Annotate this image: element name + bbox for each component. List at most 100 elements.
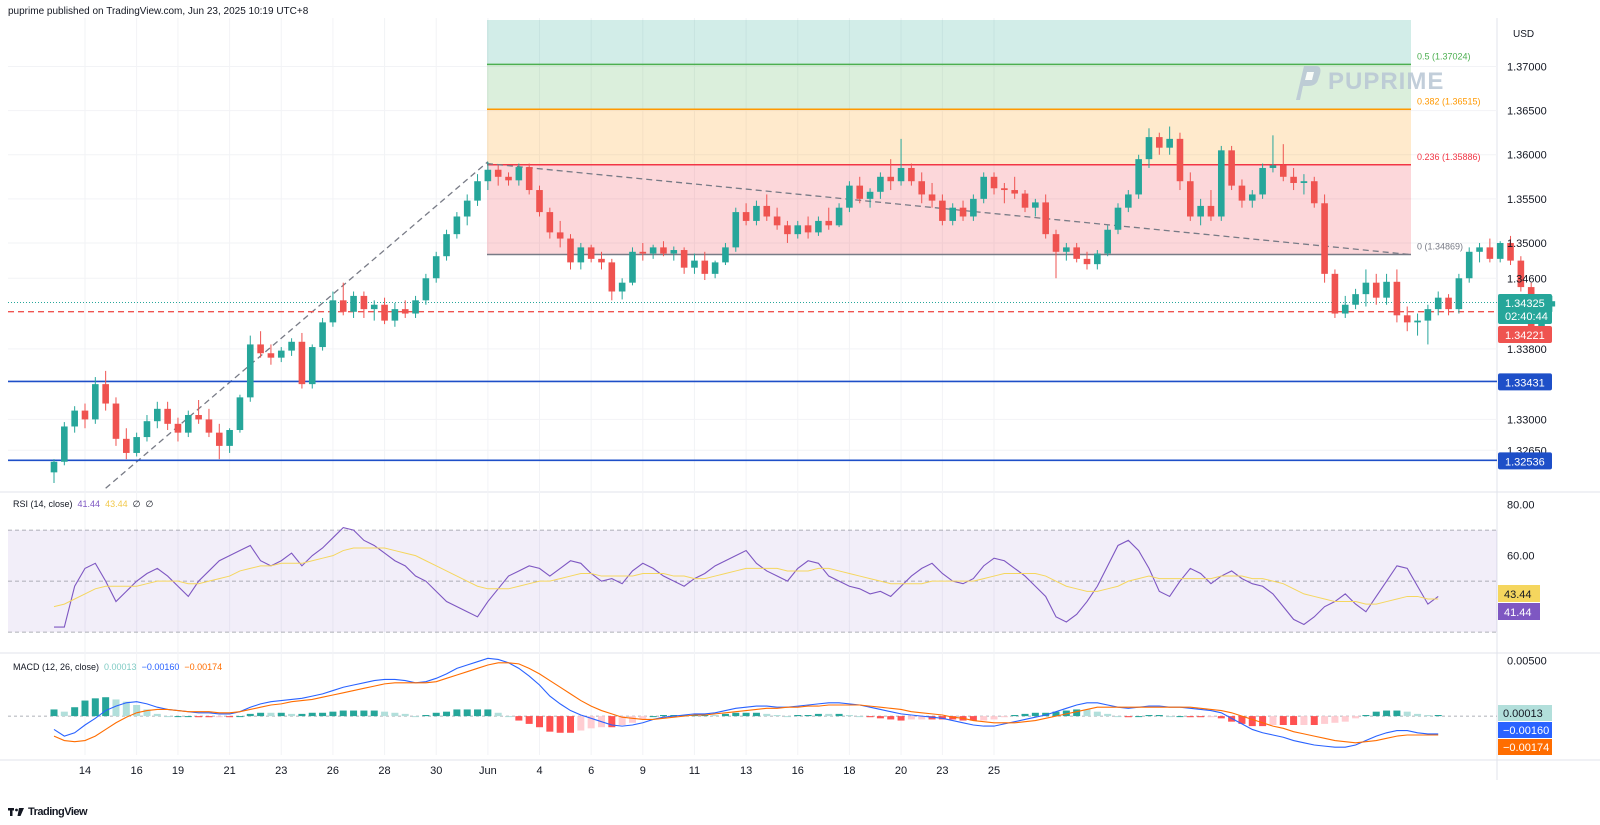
fibonacci-retracement[interactable]: 0 (1.34869) 0.236 (1.35886) 0.382 (1.36515… (487, 20, 1481, 256)
time-axis[interactable]: 14 16 19 21 23 26 28 30 Jun 4 6 9 11 13 16 18 20 23 25 (79, 765, 1000, 777)
macd-histogram-bar (1341, 716, 1349, 722)
macd-histogram-bar (1238, 716, 1246, 724)
macd-histogram-bar (81, 700, 89, 717)
macd-histogram-bar (350, 710, 358, 717)
candle-body (484, 169, 492, 182)
macd-histogram-bar (1321, 716, 1329, 724)
time-tick-label: 18 (843, 765, 855, 777)
candle-body (670, 250, 678, 254)
fib-level-label: 0 (1.34869) (1417, 242, 1463, 252)
candle-body (453, 216, 461, 235)
trend-lines[interactable] (105, 161, 1411, 489)
candle-body (143, 421, 151, 438)
macd-histogram-bar (845, 715, 853, 717)
candle-body (732, 212, 740, 248)
price-tick-label: 1.34600 (1507, 273, 1547, 285)
macd-histogram-bar (1011, 715, 1019, 717)
time-tick-label: Jun (479, 765, 497, 777)
macd-histogram-bar (1073, 709, 1081, 717)
horizontal-levels[interactable] (8, 302, 1497, 462)
rsi-tick-label: 60.00 (1507, 551, 1535, 563)
candle-body (1465, 251, 1473, 279)
last-price-badge: 02:40:44 (1505, 311, 1548, 323)
fib-level-label: 0.236 (1.35886) (1417, 152, 1481, 162)
macd-histogram-bar (763, 713, 771, 717)
candle-body (1156, 137, 1163, 148)
candle-body (928, 194, 936, 201)
macd-histogram-bar (443, 711, 451, 717)
macd-histogram-bar (1207, 716, 1215, 718)
macd-histogram-bar (1135, 716, 1143, 718)
time-tick-label: 4 (536, 765, 542, 777)
candle-body (1135, 159, 1142, 195)
candle-body (711, 262, 719, 274)
macd-histogram-bar (257, 712, 265, 717)
macd-histogram-bar (319, 712, 327, 717)
level-price-badge-bg (1498, 373, 1552, 391)
candle-body (71, 410, 78, 427)
macd-histogram-bar (1186, 716, 1194, 718)
candle-body (350, 295, 357, 312)
macd-histogram-bar (1052, 711, 1060, 717)
macd-histogram-bar (649, 716, 657, 718)
macd-histogram-bar (690, 715, 698, 717)
macd-histogram-bar (556, 716, 564, 733)
macd-histogram-bar (752, 712, 760, 717)
rsi-ma-badge: 43.44 (1504, 589, 1532, 601)
candle-body (50, 461, 58, 473)
time-tick-label: 14 (79, 765, 91, 777)
macd-badge: −0.00174 (1503, 742, 1549, 754)
candle-body (556, 232, 564, 239)
macd-histogram-bar (587, 716, 595, 729)
macd-histogram-bar (618, 716, 626, 725)
price-axis[interactable]: 1.37000 1.36500 1.36000 1.35500 1.35000 1.346… (1498, 62, 1552, 755)
candle-body (1063, 247, 1070, 252)
candle-body (494, 169, 502, 177)
macd-histogram-bar (515, 716, 523, 721)
macd-histogram-bar (401, 713, 409, 717)
candle-body (1310, 181, 1318, 204)
candle-body (1445, 297, 1452, 310)
candle-body (112, 403, 120, 439)
macd-histogram-bar (174, 716, 182, 718)
fib-zone (487, 109, 1411, 165)
macd-histogram-bar (215, 716, 223, 718)
macd-histogram-bar (474, 709, 482, 717)
macd-histogram-bar (1197, 716, 1205, 718)
candle-body (918, 181, 926, 195)
rsi-badge-bg (1498, 603, 1540, 620)
macd-badge: −0.00160 (1503, 725, 1549, 737)
time-tick-label: 13 (740, 765, 752, 777)
macd-histogram-bar (980, 716, 988, 721)
macd-histogram-bar (1372, 711, 1380, 717)
macd-histogram-bar (91, 698, 99, 717)
macd-histogram-bar (1000, 716, 1008, 718)
macd-histogram-bar (205, 716, 213, 718)
candle-body (1434, 297, 1442, 310)
candle-body (1269, 165, 1277, 168)
macd-histogram-bar (835, 713, 843, 717)
candle-body (443, 234, 450, 257)
macd-legend-value: 0.00013 (104, 662, 137, 672)
candle-body (298, 341, 306, 385)
macd-badge-bg (1498, 739, 1552, 755)
candle-body (815, 220, 822, 233)
macd-histogram-bar (701, 715, 709, 717)
macd-histogram-bar (1383, 710, 1391, 717)
candle-body (184, 415, 192, 433)
candle-body (1362, 282, 1370, 295)
candle-body (288, 341, 295, 351)
macd-histogram-bar (814, 713, 822, 717)
macd-histogram-bar (876, 716, 884, 719)
macd-histogram-bar (298, 713, 306, 717)
macd-line (53, 657, 1439, 748)
candle-body (422, 278, 430, 301)
time-tick-label: 26 (327, 765, 339, 777)
macd-histogram-bar (928, 716, 936, 720)
level-price-badge: 1.33431 (1505, 377, 1545, 389)
candle-body (866, 191, 874, 199)
bid-price-badge-bg (1498, 326, 1552, 343)
trend-line-falling (486, 162, 1411, 256)
candle-body (1104, 229, 1111, 254)
